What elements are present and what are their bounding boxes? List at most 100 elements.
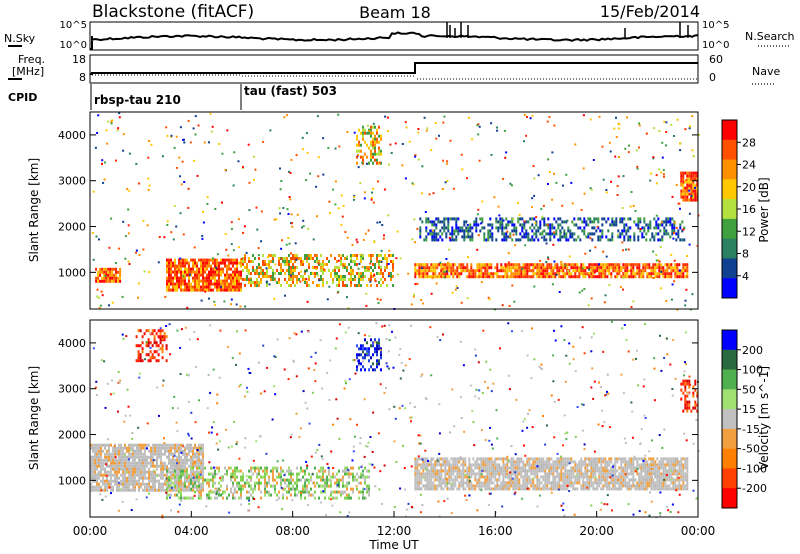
heatmap-cell [206,261,208,265]
heatmap-cell [418,272,421,276]
heatmap-cell [526,478,529,482]
heatmap-cell [116,449,118,453]
heatmap-cell [108,304,110,307]
heatmap-cell [138,182,141,185]
heatmap-cell [352,487,354,491]
heatmap-cell [548,475,551,479]
heatmap-cell [358,466,360,470]
heatmap-cell [362,278,364,281]
heatmap-cell [456,475,459,479]
heatmap-cell [680,177,683,181]
heatmap-cell [334,275,336,278]
heatmap-cell [445,226,448,230]
heatmap-cell [160,488,162,492]
heatmap-cell [356,155,358,159]
heatmap-cell [322,475,324,479]
heatmap-cell [518,466,521,470]
heatmap-cell [686,272,689,276]
heatmap-cell [304,484,306,488]
heatmap-cell [547,158,550,161]
heatmap-cell [433,223,436,227]
heatmap-cell [510,460,513,464]
heatmap-cell [222,261,224,265]
heatmap-cell [280,481,282,485]
heatmap-cell [390,278,392,281]
heatmap-cell [132,473,134,477]
heatmap-cell [340,260,342,263]
heatmap-cell [308,266,310,269]
heatmap-cell [636,165,639,168]
heatmap-cell [691,149,694,152]
heatmap-cell [688,171,691,175]
heatmap-cell [166,469,168,473]
heatmap-cell [215,266,218,269]
heatmap-cell [214,472,216,476]
heatmap-cell [152,482,154,486]
heatmap-cell [154,443,156,447]
heatmap-cell [280,272,282,275]
heatmap-cell [597,263,600,266]
heatmap-cell [388,254,390,257]
heatmap-cell [346,469,348,473]
heatmap-cell [208,288,210,292]
heatmap-cell [496,266,499,270]
heatmap-cell [420,263,423,267]
heatmap-cell [553,260,556,263]
heatmap-cell [417,128,420,130]
heatmap-cell [438,134,440,137]
heatmap-cell [182,481,184,485]
heatmap-cell [604,272,607,276]
heatmap-cell [430,292,433,295]
heatmap-cell [196,270,198,274]
heatmap-cell [184,273,186,277]
heatmap-cell [166,466,168,470]
heatmap-cell [478,475,481,479]
heatmap-cell [202,258,204,262]
heatmap-cell [242,478,244,482]
heatmap-cell [535,232,538,236]
heatmap-cell [466,478,469,482]
heatmap-cell [434,487,437,491]
heatmap-cell [202,221,205,224]
heatmap-cell [358,284,360,287]
heatmap-cell [540,469,543,473]
heatmap-cell [276,481,278,485]
heatmap-cell [138,488,140,492]
heatmap-cell [420,457,423,461]
heatmap-cell [461,226,464,230]
heatmap-cell [160,476,162,480]
heatmap-cell [214,270,216,274]
heatmap-cell [579,217,582,221]
heatmap-cell [629,235,632,239]
heatmap-cell [286,478,288,482]
heatmap-cell [509,235,512,238]
heatmap-cell [664,269,667,273]
heatmap-cell [551,198,554,201]
heatmap-cell [104,473,106,477]
heatmap-cell [296,266,298,269]
heatmap-cell [368,254,370,257]
heatmap-cell [424,272,427,276]
heatmap-cell [170,443,172,447]
heatmap-cell [288,272,290,275]
heatmap-cell [318,496,320,500]
heatmap-cell [541,232,544,236]
heatmap-cell [184,466,186,470]
heatmap-cell [520,269,523,273]
heatmap-cell [514,466,517,470]
heatmap-cell [454,466,457,470]
heatmap-cell [522,478,525,482]
heatmap-cell [430,149,433,152]
heatmap-cell [172,461,174,465]
heatmap-cell [565,235,568,239]
heatmap-cell [416,484,419,488]
heatmap-cell [130,461,132,465]
heatmap-cell [120,461,122,465]
heatmap-cell [218,493,220,497]
heatmap-cell [488,475,491,479]
heatmap-cell [580,266,583,270]
heatmap-cell [292,272,294,275]
heatmap-cell [196,475,198,479]
heatmap-cell [694,183,697,187]
heatmap-cell [490,122,493,125]
